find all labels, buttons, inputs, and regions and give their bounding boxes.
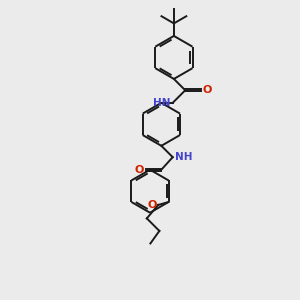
Text: O: O xyxy=(147,200,156,210)
Text: HN: HN xyxy=(153,98,171,108)
Text: NH: NH xyxy=(175,152,193,162)
Text: O: O xyxy=(202,85,212,95)
Text: O: O xyxy=(135,165,144,175)
